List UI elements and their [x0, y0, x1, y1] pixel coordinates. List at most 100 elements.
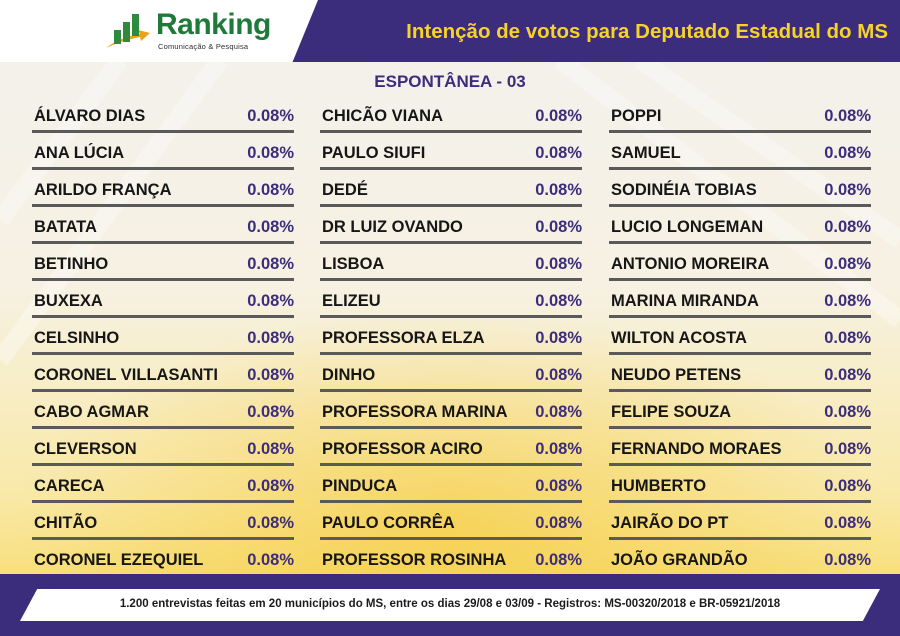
chart-subtitle: ESPONTÂNEA - 03	[374, 72, 526, 91]
candidate-name: FERNANDO MORAES	[611, 440, 782, 458]
candidate-percentage: 0.08%	[535, 218, 582, 236]
candidate-row: LISBOA 0.08%	[320, 244, 582, 281]
candidate-column-1: ÁLVARO DIAS 0.08% ANA LÚCIA 0.08% ARILDO FRA…	[32, 96, 294, 577]
candidate-percentage: 0.08%	[824, 181, 871, 199]
candidate-row: PROFESSORA MARINA 0.08%	[320, 392, 582, 429]
candidate-name: ÁLVARO DIAS	[34, 107, 146, 125]
candidate-percentage: 0.08%	[535, 107, 582, 125]
candidate-row: DR LUIZ OVANDO 0.08%	[320, 207, 582, 244]
candidate-name: LUCIO LONGEMAN	[611, 218, 764, 236]
candidate-row: ELIZEU 0.08%	[320, 281, 582, 318]
candidate-percentage: 0.08%	[247, 181, 294, 199]
candidate-name: HUMBERTO	[611, 477, 707, 495]
logo-name: Ranking	[156, 8, 271, 41]
candidate-row: CORONEL VILLASANTI 0.08%	[32, 355, 294, 392]
background-decoration	[0, 60, 900, 366]
candidate-row: JOÃO GRANDÃO 0.08%	[609, 540, 871, 577]
candidate-name: POPPI	[611, 107, 662, 125]
candidate-percentage: 0.08%	[247, 477, 294, 495]
candidate-percentage: 0.08%	[824, 144, 871, 162]
candidate-percentage: 0.08%	[247, 218, 294, 236]
candidate-name: PAULO CORRÊA	[322, 514, 455, 532]
candidate-row: PROFESSOR ROSINHA 0.08%	[320, 540, 582, 577]
candidate-percentage: 0.08%	[247, 329, 294, 347]
candidate-name: CORONEL EZEQUIEL	[34, 551, 204, 569]
candidate-row: DINHO 0.08%	[320, 355, 582, 392]
candidate-percentage: 0.08%	[824, 403, 871, 421]
candidate-percentage: 0.08%	[824, 218, 871, 236]
logo-panel: Ranking Comunicação & Pesquisa	[0, 0, 318, 62]
bar-chart-arrow-icon	[106, 14, 150, 48]
candidate-percentage: 0.08%	[247, 107, 294, 125]
candidate-column-3: POPPI 0.08% SAMUEL 0.08% SODINÉIA TOBIAS 0.08…	[609, 96, 871, 577]
candidate-name: CARECA	[34, 477, 105, 495]
candidate-name: CABO AGMAR	[34, 403, 149, 421]
candidate-name: SAMUEL	[611, 144, 681, 162]
candidate-row: SAMUEL 0.08%	[609, 133, 871, 170]
candidate-percentage: 0.08%	[535, 144, 582, 162]
candidate-row: CHICÃO VIANA 0.08%	[320, 96, 582, 133]
candidate-row: MARINA MIRANDA 0.08%	[609, 281, 871, 318]
candidate-name: CHITÃO	[34, 514, 98, 532]
candidate-percentage: 0.08%	[535, 403, 582, 421]
candidate-name: PROFESSOR ACIRO	[322, 440, 483, 458]
candidate-percentage: 0.08%	[247, 366, 294, 384]
candidate-percentage: 0.08%	[247, 551, 294, 569]
candidate-row: CARECA 0.08%	[32, 466, 294, 503]
candidate-name: NEUDO PETENS	[611, 366, 742, 384]
candidate-percentage: 0.08%	[824, 329, 871, 347]
candidate-percentage: 0.08%	[247, 440, 294, 458]
candidate-percentage: 0.08%	[824, 255, 871, 273]
candidate-name: CORONEL VILLASANTI	[34, 366, 218, 384]
candidate-row: FELIPE SOUZA 0.08%	[609, 392, 871, 429]
candidate-row: CHITÃO 0.08%	[32, 503, 294, 540]
candidate-percentage: 0.08%	[535, 255, 582, 273]
candidate-name: PROFESSORA MARINA	[322, 403, 508, 421]
candidate-name: FELIPE SOUZA	[611, 403, 732, 421]
candidate-percentage: 0.08%	[535, 440, 582, 458]
candidate-row: HUMBERTO 0.08%	[609, 466, 871, 503]
candidate-percentage: 0.08%	[535, 514, 582, 532]
candidate-percentage: 0.08%	[824, 440, 871, 458]
candidate-row: FERNANDO MORAES 0.08%	[609, 429, 871, 466]
candidate-name: ANA LÚCIA	[34, 144, 125, 162]
candidate-name: WILTON ACOSTA	[611, 329, 747, 347]
candidate-row: CORONEL EZEQUIEL 0.08%	[32, 540, 294, 577]
candidate-name: MARINA MIRANDA	[611, 292, 759, 310]
candidate-percentage: 0.08%	[824, 292, 871, 310]
candidate-name: PINDUCA	[322, 477, 398, 495]
candidate-row: POPPI 0.08%	[609, 96, 871, 133]
candidate-row: PROFESSORA ELZA 0.08%	[320, 318, 582, 355]
candidate-percentage: 0.08%	[535, 292, 582, 310]
candidate-percentage: 0.08%	[535, 329, 582, 347]
footer-panel	[20, 589, 880, 621]
candidate-name: BATATA	[34, 218, 97, 236]
candidate-percentage: 0.08%	[247, 514, 294, 532]
footer-note: 1.200 entrevistas feitas em 20 município…	[119, 598, 781, 610]
candidate-percentage: 0.08%	[824, 514, 871, 532]
candidate-row: ANTONIO MOREIRA 0.08%	[609, 244, 871, 281]
candidate-row: PINDUCA 0.08%	[320, 466, 582, 503]
candidate-name: SODINÉIA TOBIAS	[611, 181, 757, 199]
candidate-percentage: 0.08%	[824, 107, 871, 125]
candidate-row: BUXEXA 0.08%	[32, 281, 294, 318]
candidate-percentage: 0.08%	[247, 292, 294, 310]
candidate-name: CHICÃO VIANA	[322, 107, 444, 125]
candidate-percentage: 0.08%	[824, 477, 871, 495]
candidate-name: PROFESSOR ROSINHA	[322, 551, 507, 569]
candidate-percentage: 0.08%	[247, 255, 294, 273]
candidate-name: LISBOA	[322, 255, 385, 273]
candidate-name: PAULO SIUFI	[322, 144, 426, 162]
candidate-name: CLEVERSON	[34, 440, 137, 458]
candidate-row: ARILDO FRANÇA 0.08%	[32, 170, 294, 207]
candidate-name: PROFESSORA ELZA	[322, 329, 485, 347]
candidate-name: DEDÉ	[322, 181, 368, 199]
candidate-percentage: 0.08%	[824, 551, 871, 569]
page-title: Intenção de votos para Deputado Estadual…	[406, 20, 888, 43]
candidate-row: LUCIO LONGEMAN 0.08%	[609, 207, 871, 244]
candidate-name: ELIZEU	[322, 292, 381, 310]
candidate-row: CABO AGMAR 0.08%	[32, 392, 294, 429]
candidate-name: ARILDO FRANÇA	[34, 181, 172, 199]
candidate-row: JAIRÃO DO PT 0.08%	[609, 503, 871, 540]
